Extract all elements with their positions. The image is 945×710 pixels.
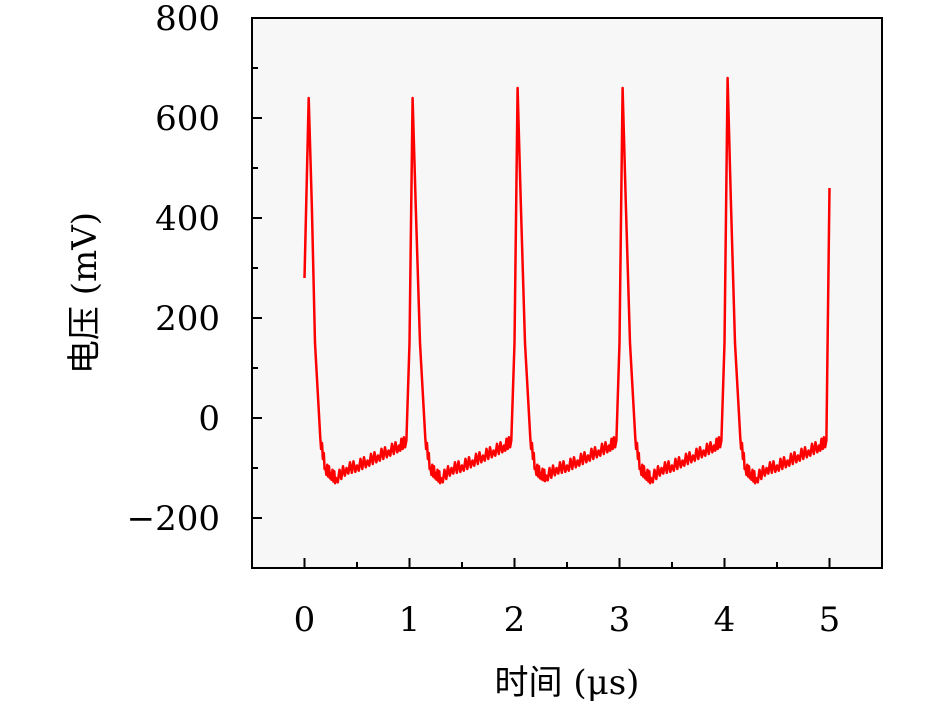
y-tick-label: 600 xyxy=(155,99,220,139)
x-tick-label: 1 xyxy=(399,600,421,640)
y-tick-label: 0 xyxy=(198,399,220,439)
x-tick-label: 0 xyxy=(294,600,316,640)
y-tick-label: −200 xyxy=(127,499,220,539)
y-tick-label: 400 xyxy=(155,199,220,239)
plot-area xyxy=(251,17,883,569)
x-tick-label: 3 xyxy=(609,600,631,640)
x-tick-label: 5 xyxy=(819,600,841,640)
x-tick-label: 2 xyxy=(504,600,526,640)
y-tick-label: 800 xyxy=(155,0,220,39)
x-axis-title: 时间 (μs) xyxy=(495,663,640,703)
y-axis-title: 电压 (mV) xyxy=(65,212,105,374)
y-tick-label: 200 xyxy=(155,299,220,339)
series-voltage-line xyxy=(303,76,831,485)
x-tick-label: 4 xyxy=(714,600,736,640)
